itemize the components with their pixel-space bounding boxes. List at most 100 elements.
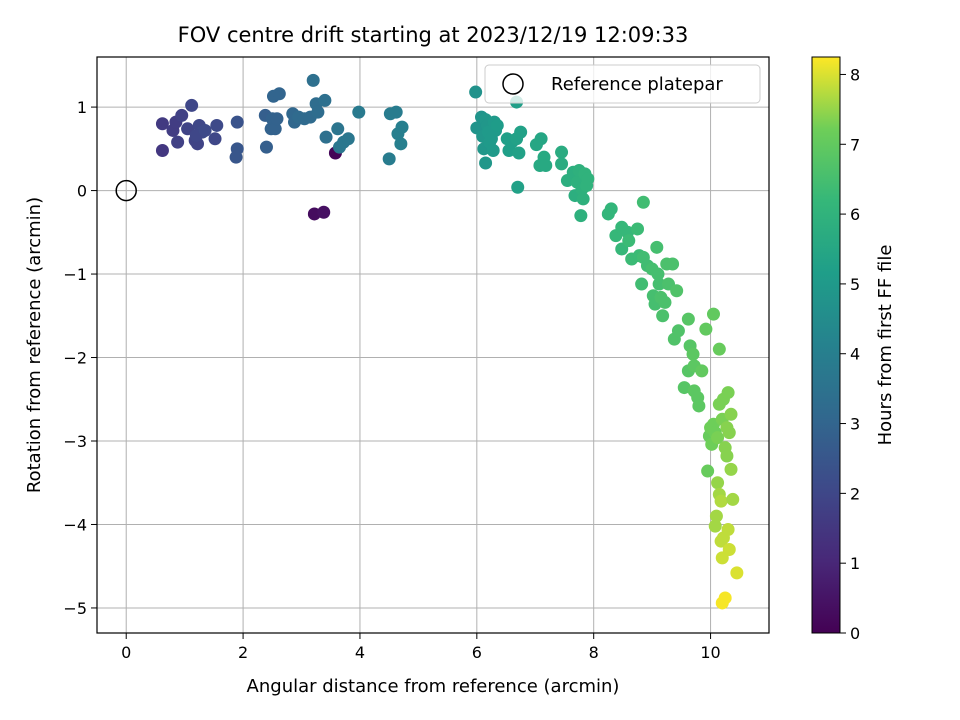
data-point <box>171 135 185 149</box>
colorbar: 0 1 2 3 4 5 6 7 8 Hours from first FF file <box>811 56 896 643</box>
legend-box <box>484 64 761 104</box>
legend-entry-reference: Reference platepar <box>551 74 723 95</box>
y-axis-ticks: −5 −4 −3 −2 −1 0 1 <box>63 98 97 618</box>
data-point <box>268 122 282 136</box>
data-point <box>670 284 684 298</box>
y-tick-label: −1 <box>63 265 87 284</box>
data-point <box>677 381 691 395</box>
plot-frame <box>96 56 770 634</box>
data-point <box>724 462 738 476</box>
data-point <box>658 295 672 309</box>
colorbar-tick-label: 7 <box>850 135 860 154</box>
data-point <box>666 257 680 271</box>
data-point <box>706 307 720 321</box>
x-tick-label: 10 <box>700 643 720 662</box>
data-point <box>581 172 595 186</box>
x-axis-ticks: 0 2 4 6 8 10 <box>121 633 721 662</box>
data-point <box>724 407 738 421</box>
data-point <box>185 98 199 112</box>
data-point <box>730 566 744 580</box>
data-point <box>230 115 244 129</box>
data-point <box>652 277 666 291</box>
y-tick-label: −5 <box>63 599 87 618</box>
data-point <box>270 112 284 126</box>
data-point <box>395 120 409 134</box>
data-point <box>708 519 722 533</box>
data-point <box>341 132 355 146</box>
reference-platepar-marker <box>115 179 137 202</box>
data-point <box>604 202 618 216</box>
data-point <box>695 364 709 378</box>
data-point <box>534 132 548 146</box>
data-point <box>711 476 725 490</box>
colorbar-gradient <box>811 56 841 634</box>
data-point <box>229 150 243 164</box>
data-point <box>469 85 483 99</box>
data-point <box>714 494 728 508</box>
data-point <box>198 123 212 137</box>
data-point <box>382 152 396 166</box>
data-point <box>718 591 732 605</box>
colorbar-tick-label: 1 <box>850 554 860 573</box>
colorbar-tick-label: 6 <box>850 205 860 224</box>
data-point <box>656 309 670 323</box>
grid-lines <box>97 57 769 633</box>
x-tick-label: 6 <box>472 643 482 662</box>
data-point <box>272 87 286 101</box>
data-point <box>479 156 493 170</box>
data-point <box>701 464 715 478</box>
data-point <box>635 277 649 291</box>
x-axis-label: Angular distance from reference (arcmin) <box>247 676 620 697</box>
data-point <box>576 192 590 206</box>
data-point <box>306 73 320 87</box>
data-point <box>331 122 345 136</box>
data-point <box>490 118 504 132</box>
data-point <box>259 140 273 154</box>
data-point <box>721 386 735 400</box>
colorbar-tick-label: 3 <box>850 415 860 434</box>
data-point <box>511 180 525 194</box>
y-tick-label: −2 <box>63 349 87 368</box>
data-point <box>514 125 528 139</box>
data-point <box>394 137 408 151</box>
y-tick-label: 0 <box>77 182 87 201</box>
x-tick-label: 0 <box>121 643 131 662</box>
data-point <box>486 143 500 157</box>
chart-title: FOV centre drift starting at 2023/12/19 … <box>178 23 689 47</box>
data-point <box>319 130 333 144</box>
data-point <box>720 449 734 463</box>
y-tick-label: 1 <box>77 98 87 117</box>
data-point <box>317 205 331 219</box>
data-point <box>686 347 700 361</box>
data-point <box>512 146 526 160</box>
y-tick-label: −3 <box>63 432 87 451</box>
colorbar-ticks: 0 1 2 3 4 5 6 7 8 <box>840 65 860 643</box>
x-tick-label: 2 <box>238 643 248 662</box>
data-point <box>555 157 569 171</box>
x-tick-label: 4 <box>355 643 365 662</box>
data-point <box>352 105 366 119</box>
colorbar-tick-label: 0 <box>850 624 860 643</box>
data-point <box>650 240 664 254</box>
data-points <box>115 73 744 610</box>
data-point <box>712 342 726 356</box>
data-point <box>318 93 332 107</box>
data-point <box>311 105 325 119</box>
data-point <box>722 426 736 440</box>
x-tick-label: 8 <box>589 643 599 662</box>
data-point <box>208 132 222 146</box>
data-point <box>555 145 569 159</box>
colorbar-label: Hours from first FF file <box>875 245 896 446</box>
data-point <box>726 492 740 506</box>
colorbar-tick-label: 5 <box>850 275 860 294</box>
data-point <box>210 118 224 132</box>
data-point <box>622 234 636 248</box>
colorbar-tick-label: 2 <box>850 484 860 503</box>
data-point <box>709 509 723 523</box>
data-point <box>574 209 588 223</box>
data-point <box>175 108 189 122</box>
data-point <box>699 322 713 336</box>
data-point <box>389 105 403 119</box>
legend: Reference platepar <box>484 64 761 104</box>
